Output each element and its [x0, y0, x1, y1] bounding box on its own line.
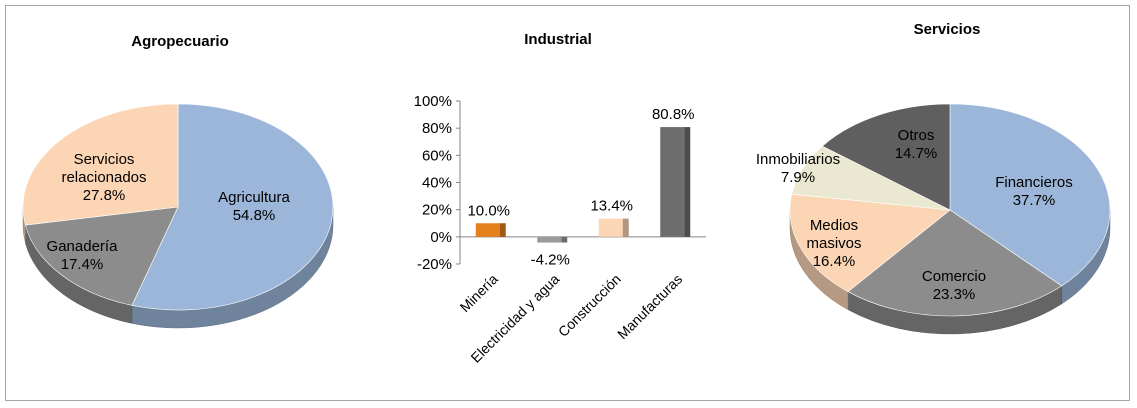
servicios-chart-title: Servicios	[913, 21, 981, 38]
serv-label-inmobiliarios: Inmobiliarios 7.9%	[756, 151, 840, 186]
agro-slice-servicios-relacionados	[22, 103, 179, 226]
y-tick-label: 60%	[422, 147, 452, 164]
data-label-electricidad-y-agua: -4.2%	[531, 252, 570, 269]
serv-slice-medios-masivos	[789, 193, 951, 293]
agro-slice-agricultura	[131, 103, 334, 311]
y-tick-label: 0%	[430, 229, 452, 246]
y-tick-label: 100%	[414, 93, 452, 110]
serv-slice-otros	[821, 103, 951, 211]
serv-label-medios-masivos: Medios masivos 16.4%	[806, 217, 861, 270]
agro-pie-labels: Agricultura 54.8% Ganadería 17.4% Servicios r…	[47, 151, 291, 273]
y-tick-label: 20%	[422, 202, 452, 219]
agro-label-agricultura: Agricultura 54.8%	[218, 189, 290, 224]
agro-pie-top	[22, 103, 334, 311]
data-label-manufacturas: 80.8%	[652, 106, 695, 123]
industrial-axes: 100% 80% 60% 40% 20% 0% -20%	[414, 93, 706, 273]
bar-side-mineria	[499, 223, 506, 237]
serv-slice-financieros	[949, 103, 1111, 287]
y-tick-label: 80%	[422, 120, 452, 137]
industrial-chart-title: Industrial	[524, 31, 592, 48]
serv-label-financieros: Financieros 37.7%	[995, 174, 1073, 209]
serv-pie-labels: Financieros 37.7% Comercio 23.3% Medios masiv…	[756, 127, 1073, 303]
data-label-construccion: 13.4%	[590, 198, 633, 215]
agro-label-ganaderia: Ganadería 17.4%	[47, 238, 119, 273]
y-tick-label: -20%	[417, 256, 452, 273]
bar-side-electricidad-y-agua	[561, 236, 568, 243]
agro-chart-title: Agropecuario	[131, 33, 229, 50]
agro-slice-ganaderia	[25, 206, 179, 306]
serv-slice-comercio	[847, 209, 1063, 317]
serv-label-otros: Otros 14.7%	[895, 127, 938, 162]
bar-mineria	[475, 223, 500, 237]
y-tick-label: 40%	[422, 175, 452, 192]
data-label-mineria: 10.0%	[467, 202, 510, 219]
bar-manufacturas	[660, 127, 685, 237]
serv-pie-top	[789, 103, 1111, 317]
bar-side-manufacturas	[684, 127, 691, 237]
bar-side-construccion	[622, 218, 629, 237]
serv-label-comercio: Comercio 23.3%	[922, 268, 986, 303]
agro-label-servicios-relacionados: Servicios relacionados 27.8%	[61, 151, 146, 204]
bar-construccion	[598, 218, 623, 237]
bar-electricidad-y-agua	[537, 236, 562, 243]
industrial-bars	[475, 127, 691, 243]
